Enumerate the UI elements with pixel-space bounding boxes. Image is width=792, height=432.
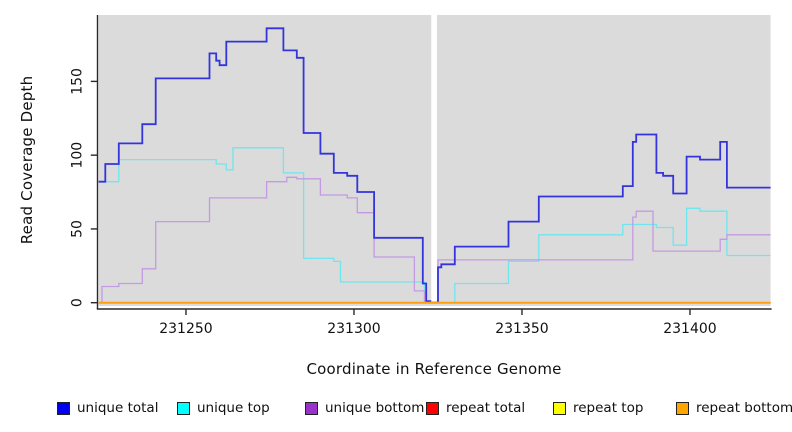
legend-label: repeat total — [446, 400, 526, 416]
data-gap — [431, 15, 437, 302]
legend-label: repeat top — [573, 400, 644, 416]
legend-swatch-repeat-bottom — [676, 401, 689, 415]
legend-entry-repeat-top: repeat top — [553, 398, 643, 418]
y-axis-title: Read Coverage Depth — [18, 75, 36, 245]
legend-entry-unique-bottom: unique bottom — [305, 398, 424, 418]
series-unique-bottom — [98, 176, 771, 304]
legend-entry-repeat-total: repeat total — [426, 398, 525, 418]
legend-label: unique top — [197, 400, 270, 416]
series-unique-total — [98, 27, 771, 303]
legend-label: unique bottom — [325, 400, 425, 416]
x-axis-title: Coordinate in Reference Genome — [306, 360, 562, 378]
legend-entry-unique-total: unique total — [57, 398, 158, 418]
legend-swatch-repeat-top — [553, 401, 566, 415]
x-tick-label: 231400 — [663, 321, 716, 337]
y-tick-label: 100 — [70, 142, 86, 169]
x-tick-label: 231350 — [495, 321, 548, 337]
y-tick-label: 0 — [70, 298, 86, 307]
legend-swatch-unique-total — [57, 401, 70, 415]
legend-label: unique total — [77, 400, 159, 416]
legend-entry-repeat-bottom: repeat bottom — [676, 398, 792, 418]
legend-swatch-unique-top — [177, 401, 190, 415]
legend-swatch-unique-bottom — [305, 401, 318, 415]
legend-label: repeat bottom — [696, 400, 792, 416]
legend: unique total unique top unique bottom repea… — [0, 398, 792, 422]
x-tick-label: 231250 — [159, 321, 212, 337]
legend-entry-unique-top: unique top — [177, 398, 270, 418]
y-tick-label: 150 — [70, 68, 86, 95]
legend-swatch-repeat-total — [426, 401, 439, 415]
x-tick-label: 231300 — [327, 321, 380, 337]
y-tick-label: 50 — [70, 220, 86, 238]
